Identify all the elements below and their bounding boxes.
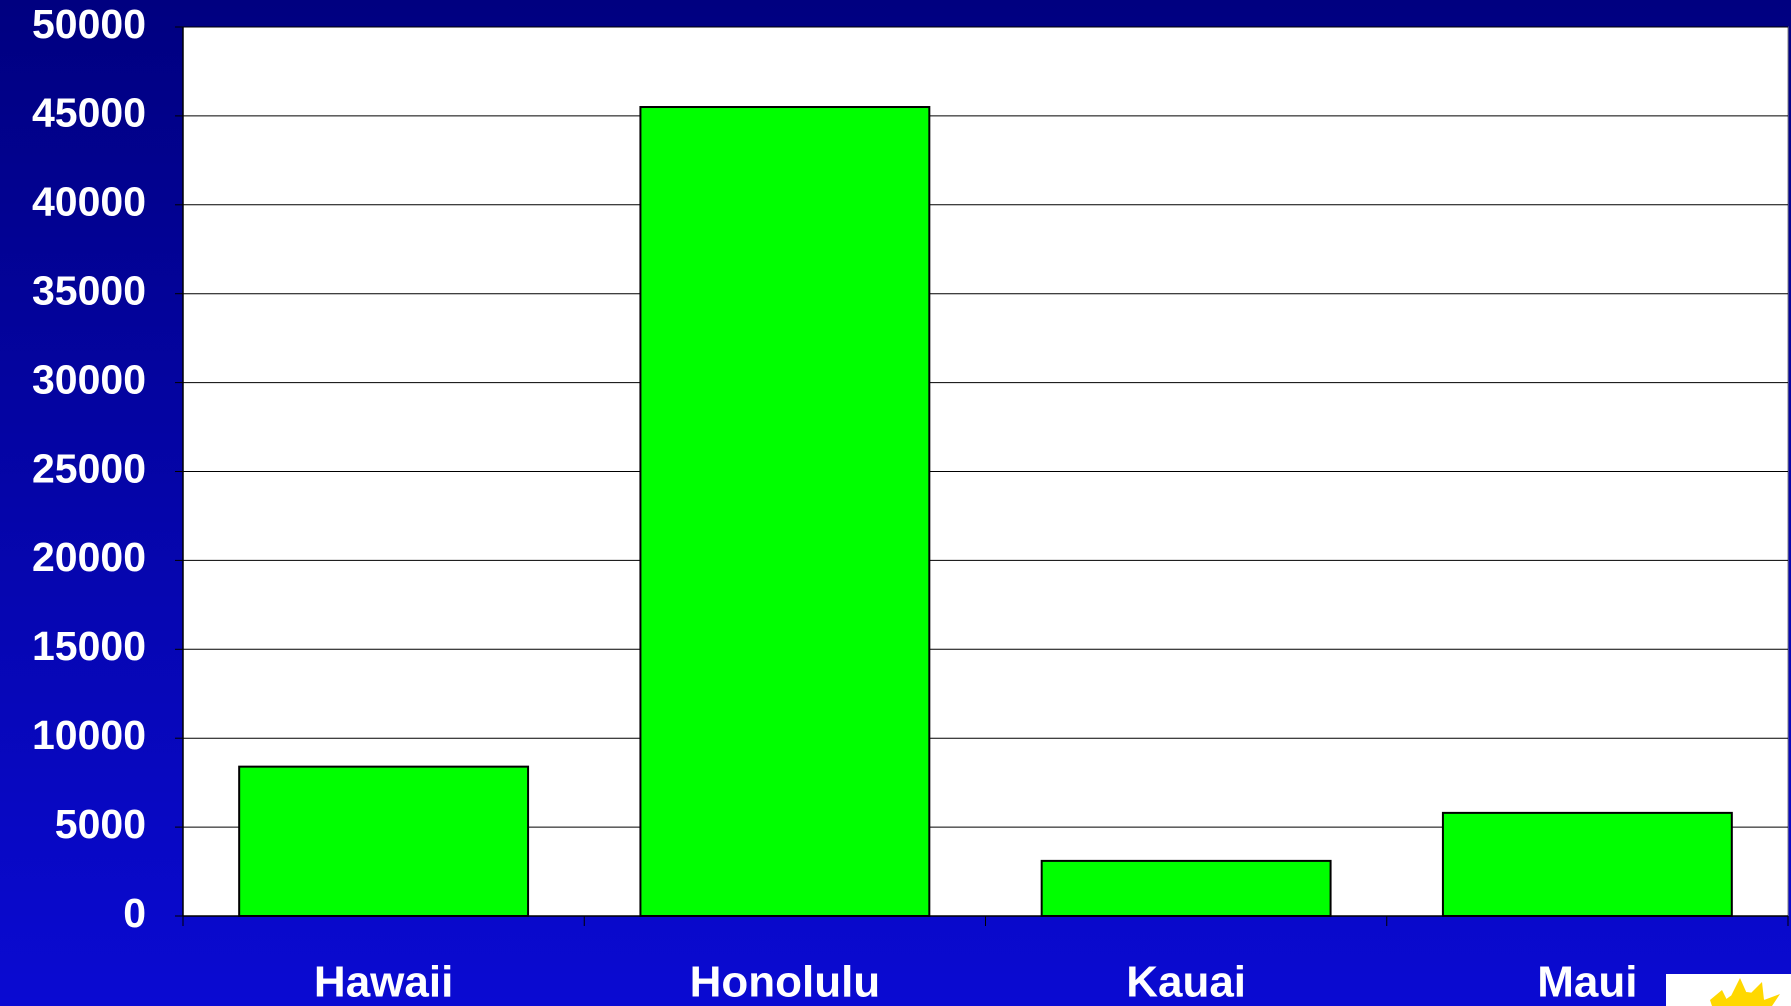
y-tick-label: 45000 — [32, 90, 146, 136]
bar — [238, 765, 530, 918]
bar — [639, 106, 931, 917]
x-tick-label: Maui — [1537, 958, 1637, 1006]
x-tick-label: Honolulu — [690, 958, 881, 1006]
y-tick-label: 20000 — [32, 534, 146, 580]
bar — [1040, 859, 1332, 918]
y-tick-label: 0 — [123, 890, 146, 936]
x-tick-label: Kauai — [1126, 958, 1246, 1006]
y-tick-label: 50000 — [32, 1, 146, 47]
y-tick-label: 25000 — [32, 445, 146, 491]
logo-rays — [1710, 978, 1780, 1006]
y-tick-label: 15000 — [32, 623, 146, 669]
x-tick-label: Hawaii — [314, 958, 453, 1006]
logo — [1666, 974, 1791, 1006]
y-tick-label: 10000 — [32, 712, 146, 758]
y-tick-label: 40000 — [32, 179, 146, 225]
y-tick-label: 30000 — [32, 356, 146, 402]
y-tick-label: 35000 — [32, 268, 146, 314]
bar — [1441, 811, 1733, 917]
y-tick-label: 5000 — [55, 801, 146, 847]
